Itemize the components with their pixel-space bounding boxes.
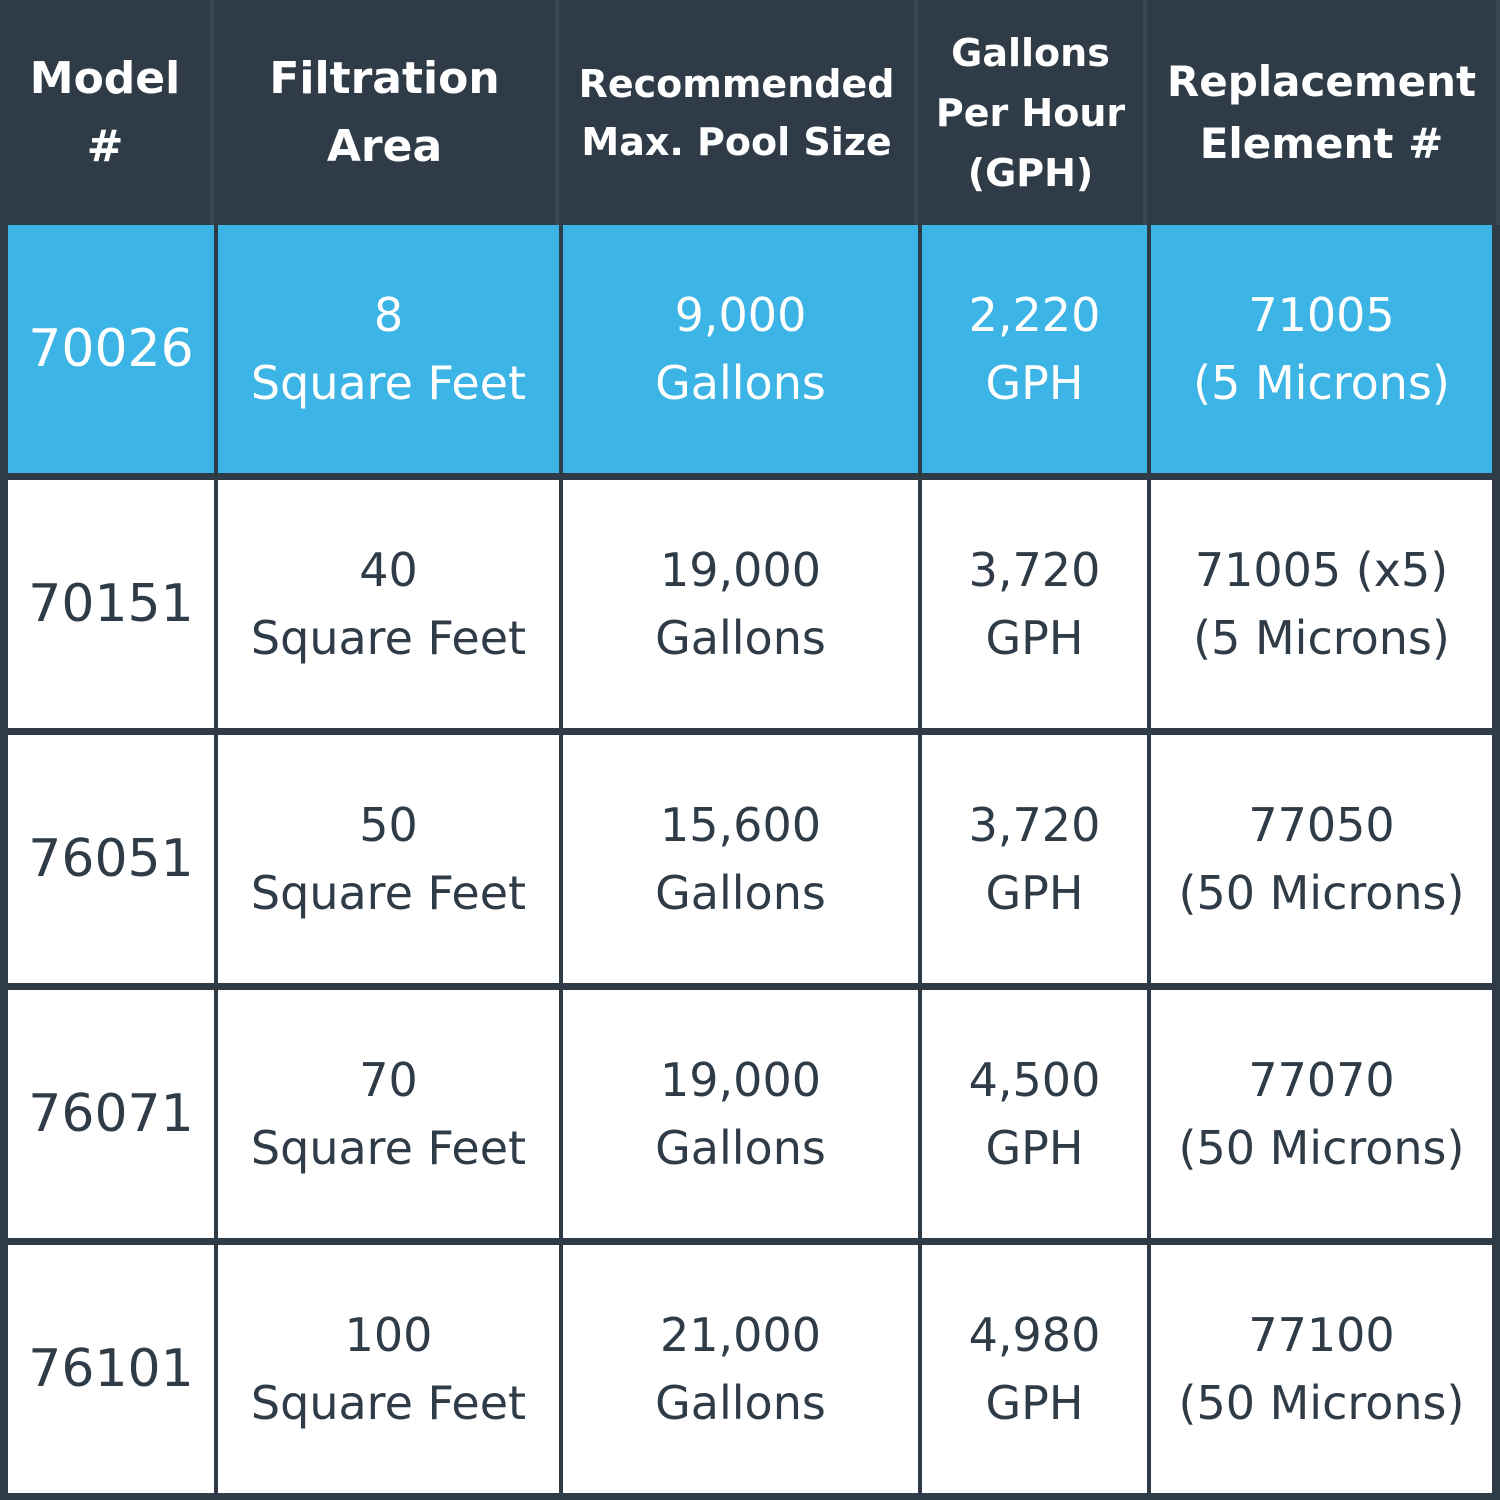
row-3-gph-unit: GPH	[985, 866, 1084, 920]
row-1-replacement-value: 71005	[1248, 288, 1395, 342]
header-model: Model #	[0, 0, 214, 225]
row-5-filtration-value: 100	[344, 1308, 433, 1362]
row-2-gph-value: 3,720	[968, 543, 1101, 597]
row-3-gph-cell: 3,720 GPH	[918, 735, 1147, 990]
row-1-filtration-cell: 8 Square Feet	[214, 225, 559, 480]
row-4-gph-cell: 4,500 GPH	[918, 990, 1147, 1245]
row-1-pool-size-value: 9,000	[674, 288, 807, 342]
row-1-gph-cell: 2,220 GPH	[918, 225, 1147, 480]
row-5-replacement-value: 77100	[1248, 1308, 1395, 1362]
row-3-filtration-unit: Square Feet	[250, 866, 527, 920]
row-3-model-cell: 76051	[0, 735, 214, 990]
row-3-gph-value: 3,720	[968, 798, 1101, 852]
row-2-gph-cell: 3,720 GPH	[918, 480, 1147, 735]
row-2-replacement-cell: 71005 (x5) (5 Microns)	[1147, 480, 1500, 735]
header-recommended-line-2: Max. Pool Size	[581, 119, 892, 164]
row-1-pool-size-cell: 9,000 Gallons	[559, 225, 918, 480]
row-4-replacement-value: 77070	[1248, 1053, 1395, 1107]
row-2-pool-size-cell: 19,000 Gallons	[559, 480, 918, 735]
row-1-gph-unit: GPH	[985, 356, 1084, 410]
row-1-gph-value: 2,220	[968, 288, 1101, 342]
row-4-gph-unit: GPH	[985, 1121, 1084, 1175]
header-filtration-area: Filtration Area	[214, 0, 559, 225]
header-filtration-line-2: Area	[326, 120, 443, 172]
row-2-gph-unit: GPH	[985, 611, 1084, 665]
row-1-replacement-cell: 71005 (5 Microns)	[1147, 225, 1500, 480]
row-5-pool-size-cell: 21,000 Gallons	[559, 1245, 918, 1500]
header-gph-line-2: Per Hour	[935, 90, 1126, 135]
row-5-pool-size-value: 21,000	[660, 1308, 821, 1362]
header-gallons-per-hour: Gallons Per Hour (GPH)	[918, 0, 1147, 225]
row-1-replacement-note: (5 Microns)	[1193, 356, 1450, 410]
row-4-model-cell: 76071	[0, 990, 214, 1245]
row-2-replacement-note: (5 Microns)	[1193, 611, 1450, 665]
row-4-replacement-note: (50 Microns)	[1178, 1121, 1465, 1175]
row-5-gph-cell: 4,980 GPH	[918, 1245, 1147, 1500]
row-4-pool-size-value: 19,000	[660, 1053, 821, 1107]
header-replacement-line-1: Replacement	[1166, 56, 1477, 106]
header-model-line-1: Model	[29, 52, 181, 104]
header-replacement-element: Replacement Element #	[1147, 0, 1500, 225]
row-1-filtration-value: 8	[373, 288, 404, 342]
header-replacement-line-2: Element #	[1199, 118, 1444, 168]
row-4-model: 76071	[28, 1084, 194, 1144]
row-5-filtration-unit: Square Feet	[250, 1376, 527, 1430]
row-2-filtration-unit: Square Feet	[250, 611, 527, 665]
row-4-pool-size-cell: 19,000 Gallons	[559, 990, 918, 1245]
header-recommended-pool-size: Recommended Max. Pool Size	[559, 0, 918, 225]
row-2-filtration-cell: 40 Square Feet	[214, 480, 559, 735]
row-4-filtration-value: 70	[359, 1053, 418, 1107]
row-3-replacement-cell: 77050 (50 Microns)	[1147, 735, 1500, 990]
row-5-replacement-note: (50 Microns)	[1178, 1376, 1465, 1430]
row-1-pool-size-unit: Gallons	[655, 356, 826, 410]
row-1-model: 70026	[28, 319, 194, 379]
row-3-pool-size-unit: Gallons	[655, 866, 826, 920]
row-4-filtration-cell: 70 Square Feet	[214, 990, 559, 1245]
row-3-filtration-value: 50	[359, 798, 418, 852]
header-gph-line-1: Gallons	[951, 30, 1110, 75]
row-5-replacement-cell: 77100 (50 Microns)	[1147, 1245, 1500, 1500]
row-4-replacement-cell: 77070 (50 Microns)	[1147, 990, 1500, 1245]
row-4-gph-value: 4,500	[968, 1053, 1101, 1107]
row-2-filtration-value: 40	[359, 543, 418, 597]
row-5-gph-value: 4,980	[968, 1308, 1101, 1362]
header-model-line-2: #	[86, 120, 124, 172]
row-5-model: 76101	[28, 1339, 194, 1399]
row-3-pool-size-cell: 15,600 Gallons	[559, 735, 918, 990]
row-1-model-cell: 70026	[0, 225, 214, 480]
row-2-model-cell: 70151	[0, 480, 214, 735]
row-5-filtration-cell: 100 Square Feet	[214, 1245, 559, 1500]
row-3-pool-size-value: 15,600	[660, 798, 821, 852]
row-5-model-cell: 76101	[0, 1245, 214, 1500]
row-3-filtration-cell: 50 Square Feet	[214, 735, 559, 990]
header-filtration-line-1: Filtration	[269, 52, 500, 104]
row-3-replacement-value: 77050	[1248, 798, 1395, 852]
row-3-model: 76051	[28, 829, 194, 889]
row-2-pool-size-unit: Gallons	[655, 611, 826, 665]
row-1-filtration-unit: Square Feet	[250, 356, 527, 410]
row-3-replacement-note: (50 Microns)	[1178, 866, 1465, 920]
row-5-gph-unit: GPH	[985, 1376, 1084, 1430]
row-2-pool-size-value: 19,000	[660, 543, 821, 597]
row-4-pool-size-unit: Gallons	[655, 1121, 826, 1175]
header-gph-line-3: (GPH)	[967, 150, 1094, 195]
header-recommended-line-1: Recommended	[578, 61, 895, 106]
row-2-model: 70151	[28, 574, 194, 634]
row-4-filtration-unit: Square Feet	[250, 1121, 527, 1175]
row-5-pool-size-unit: Gallons	[655, 1376, 826, 1430]
row-2-replacement-value: 71005 (x5)	[1194, 543, 1449, 597]
